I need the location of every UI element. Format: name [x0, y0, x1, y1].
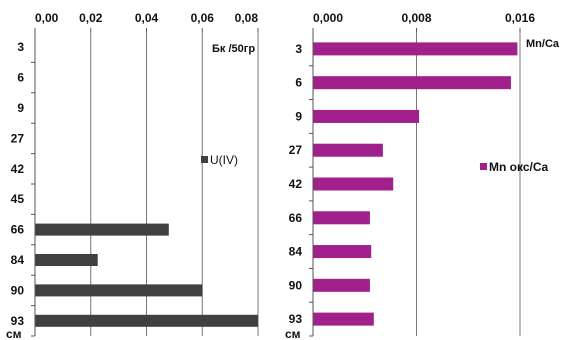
- category-label: 66: [11, 223, 25, 237]
- bar: [313, 42, 517, 55]
- category-label: 6: [295, 76, 302, 90]
- category-label: 42: [11, 162, 25, 176]
- x-tick-label: 0,04: [135, 11, 159, 25]
- category-label: 42: [289, 177, 303, 191]
- x-tick-label: 0,00: [35, 11, 59, 25]
- category-label: 93: [289, 312, 303, 326]
- legend-swatch: [480, 163, 487, 170]
- category-label: 9: [295, 109, 302, 123]
- legend-label: Mn окс/Ca: [489, 160, 549, 174]
- category-label: 3: [17, 40, 24, 54]
- chart-mn-ca: 0,000 0,008 0,016 3 6 9 27 42 66 84 90 93 Mn/Ca см…: [285, 11, 560, 340]
- category-label: 45: [11, 192, 25, 206]
- category-label: 84: [289, 245, 303, 259]
- bar: [313, 110, 419, 123]
- bar: [313, 211, 370, 224]
- bar: [313, 178, 393, 191]
- x-tick-label: 0,016: [505, 11, 535, 25]
- bar: [313, 245, 371, 258]
- unit-label: Mn/Ca: [526, 38, 560, 50]
- x-tick-label: 0,08: [235, 11, 259, 25]
- category-label: 27: [11, 131, 25, 145]
- x-tick-labels: 0,000 0,008 0,016: [313, 11, 535, 25]
- bar: [35, 224, 169, 236]
- x-tick-labels: 0,00 0,02 0,04 0,06 0,08: [35, 11, 258, 25]
- unit-label: Бк /50гр: [212, 43, 255, 55]
- depth-unit-label: см: [285, 327, 301, 340]
- legend: Mn окс/Ca: [480, 160, 549, 174]
- chart-uiv: 0,00 0,02 0,04 0,06 0,08 3 6 9 27 42 45 66 84 90 93 Б…: [6, 11, 258, 340]
- depth-unit-label: см: [6, 327, 22, 340]
- legend-swatch: [201, 156, 208, 163]
- bar: [35, 254, 98, 266]
- category-label: 9: [17, 101, 24, 115]
- bar: [313, 76, 511, 89]
- x-tick-label: 0,02: [79, 11, 103, 25]
- bar: [35, 284, 202, 296]
- bar: [313, 279, 370, 292]
- category-label: 90: [11, 283, 25, 297]
- bars: [313, 42, 517, 325]
- x-tick-label: 0,06: [191, 11, 215, 25]
- category-labels: 3 6 9 27 42 66 84 90 93: [289, 42, 303, 326]
- category-label: 84: [11, 253, 25, 267]
- category-label: 6: [17, 71, 24, 85]
- bar: [313, 313, 374, 326]
- x-tick-label: 0,000: [313, 11, 343, 25]
- legend-label: U(IV): [210, 153, 238, 167]
- category-label: 90: [289, 278, 303, 292]
- x-tick-label: 0,008: [401, 11, 431, 25]
- category-label: 93: [11, 314, 25, 328]
- bar: [35, 315, 258, 327]
- category-label: 27: [289, 143, 303, 157]
- category-label: 3: [295, 42, 302, 56]
- category-labels: 3 6 9 27 42 45 66 84 90 93: [11, 40, 25, 328]
- bar: [313, 144, 383, 157]
- legend: U(IV): [201, 153, 238, 167]
- category-label: 66: [289, 211, 303, 225]
